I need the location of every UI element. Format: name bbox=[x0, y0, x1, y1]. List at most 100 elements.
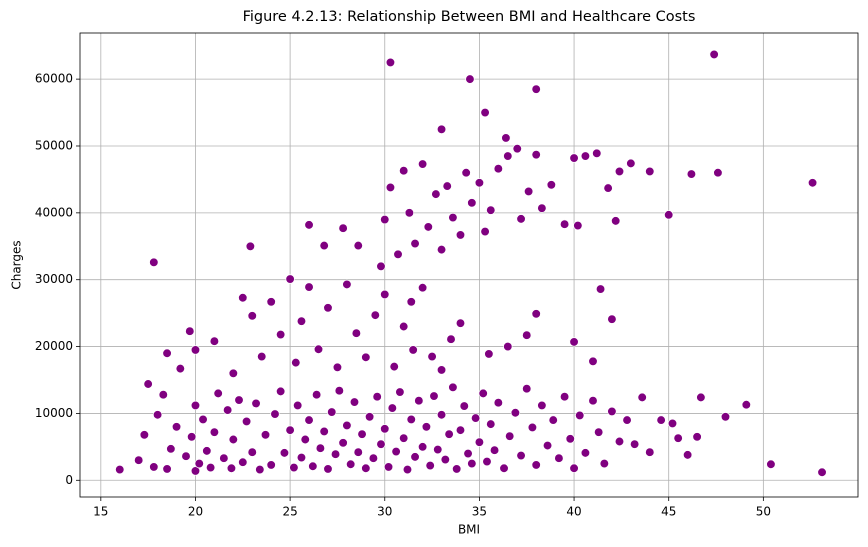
point bbox=[569, 463, 579, 473]
point bbox=[393, 249, 403, 259]
point bbox=[444, 429, 454, 439]
point bbox=[599, 458, 609, 469]
point bbox=[741, 400, 751, 410]
point bbox=[667, 418, 678, 429]
point bbox=[149, 257, 159, 267]
point bbox=[139, 430, 150, 440]
point bbox=[433, 444, 443, 455]
point bbox=[251, 398, 261, 409]
point bbox=[338, 438, 348, 448]
point bbox=[276, 329, 286, 340]
point bbox=[402, 464, 413, 475]
point bbox=[499, 463, 509, 473]
point bbox=[474, 178, 485, 188]
point bbox=[304, 282, 314, 292]
point bbox=[592, 148, 602, 158]
point bbox=[436, 124, 447, 134]
point bbox=[569, 337, 579, 347]
point bbox=[209, 427, 220, 437]
point bbox=[323, 464, 333, 474]
y-tick-label: 0 bbox=[65, 473, 73, 487]
point bbox=[202, 446, 212, 456]
point bbox=[516, 450, 526, 461]
point bbox=[493, 398, 503, 408]
x-tick-label: 15 bbox=[93, 505, 108, 519]
point bbox=[588, 356, 598, 366]
point bbox=[817, 467, 827, 477]
point bbox=[425, 460, 435, 471]
point bbox=[245, 241, 256, 251]
point bbox=[391, 446, 401, 457]
point bbox=[395, 387, 405, 397]
point bbox=[427, 351, 437, 362]
point bbox=[522, 330, 532, 340]
point bbox=[414, 396, 424, 406]
point bbox=[516, 214, 526, 224]
point bbox=[351, 328, 362, 338]
point bbox=[503, 151, 513, 161]
point bbox=[304, 415, 314, 425]
point bbox=[455, 425, 466, 435]
point bbox=[713, 168, 723, 178]
chart-title: Figure 4.2.13: Relationship Between BMI … bbox=[243, 9, 696, 25]
point bbox=[330, 449, 341, 459]
point bbox=[338, 223, 348, 233]
point bbox=[417, 442, 428, 452]
point bbox=[361, 463, 371, 473]
x-tick-label: 25 bbox=[282, 505, 297, 519]
point bbox=[537, 400, 547, 411]
point bbox=[720, 412, 731, 422]
point bbox=[465, 74, 475, 84]
point bbox=[241, 416, 252, 427]
point bbox=[686, 169, 697, 179]
point bbox=[346, 459, 356, 469]
point bbox=[482, 456, 492, 467]
point bbox=[319, 426, 329, 437]
y-tick-label: 20000 bbox=[35, 339, 73, 353]
point bbox=[607, 314, 617, 324]
point bbox=[380, 214, 390, 225]
point bbox=[682, 450, 693, 460]
point bbox=[486, 419, 496, 429]
point bbox=[429, 391, 439, 401]
point bbox=[594, 427, 604, 437]
point bbox=[603, 183, 613, 193]
point bbox=[158, 390, 168, 400]
point bbox=[291, 357, 301, 368]
point bbox=[505, 431, 515, 441]
point bbox=[478, 388, 488, 399]
point bbox=[293, 400, 303, 411]
point bbox=[436, 244, 447, 255]
point bbox=[319, 240, 329, 251]
point bbox=[807, 178, 818, 188]
point bbox=[522, 384, 532, 394]
point bbox=[614, 166, 625, 177]
point bbox=[327, 407, 337, 417]
point bbox=[531, 460, 541, 470]
point bbox=[467, 198, 477, 208]
y-axis-label: Charges bbox=[10, 240, 24, 289]
point bbox=[257, 351, 267, 362]
point bbox=[380, 289, 390, 300]
point bbox=[417, 159, 428, 169]
point bbox=[219, 453, 229, 463]
point bbox=[531, 84, 541, 94]
point bbox=[115, 464, 125, 475]
point bbox=[664, 210, 674, 220]
y-tick-label: 30000 bbox=[35, 272, 73, 286]
point bbox=[228, 368, 238, 378]
point bbox=[442, 181, 452, 191]
point bbox=[673, 433, 683, 443]
point bbox=[279, 448, 290, 458]
point bbox=[194, 458, 204, 469]
point bbox=[448, 382, 458, 393]
point bbox=[342, 420, 352, 431]
point bbox=[575, 410, 585, 421]
point bbox=[404, 208, 415, 218]
point bbox=[399, 321, 409, 332]
point bbox=[234, 395, 244, 405]
point bbox=[385, 57, 396, 68]
x-axis-label: BMI bbox=[458, 523, 480, 537]
point bbox=[595, 284, 606, 294]
point bbox=[205, 462, 216, 473]
